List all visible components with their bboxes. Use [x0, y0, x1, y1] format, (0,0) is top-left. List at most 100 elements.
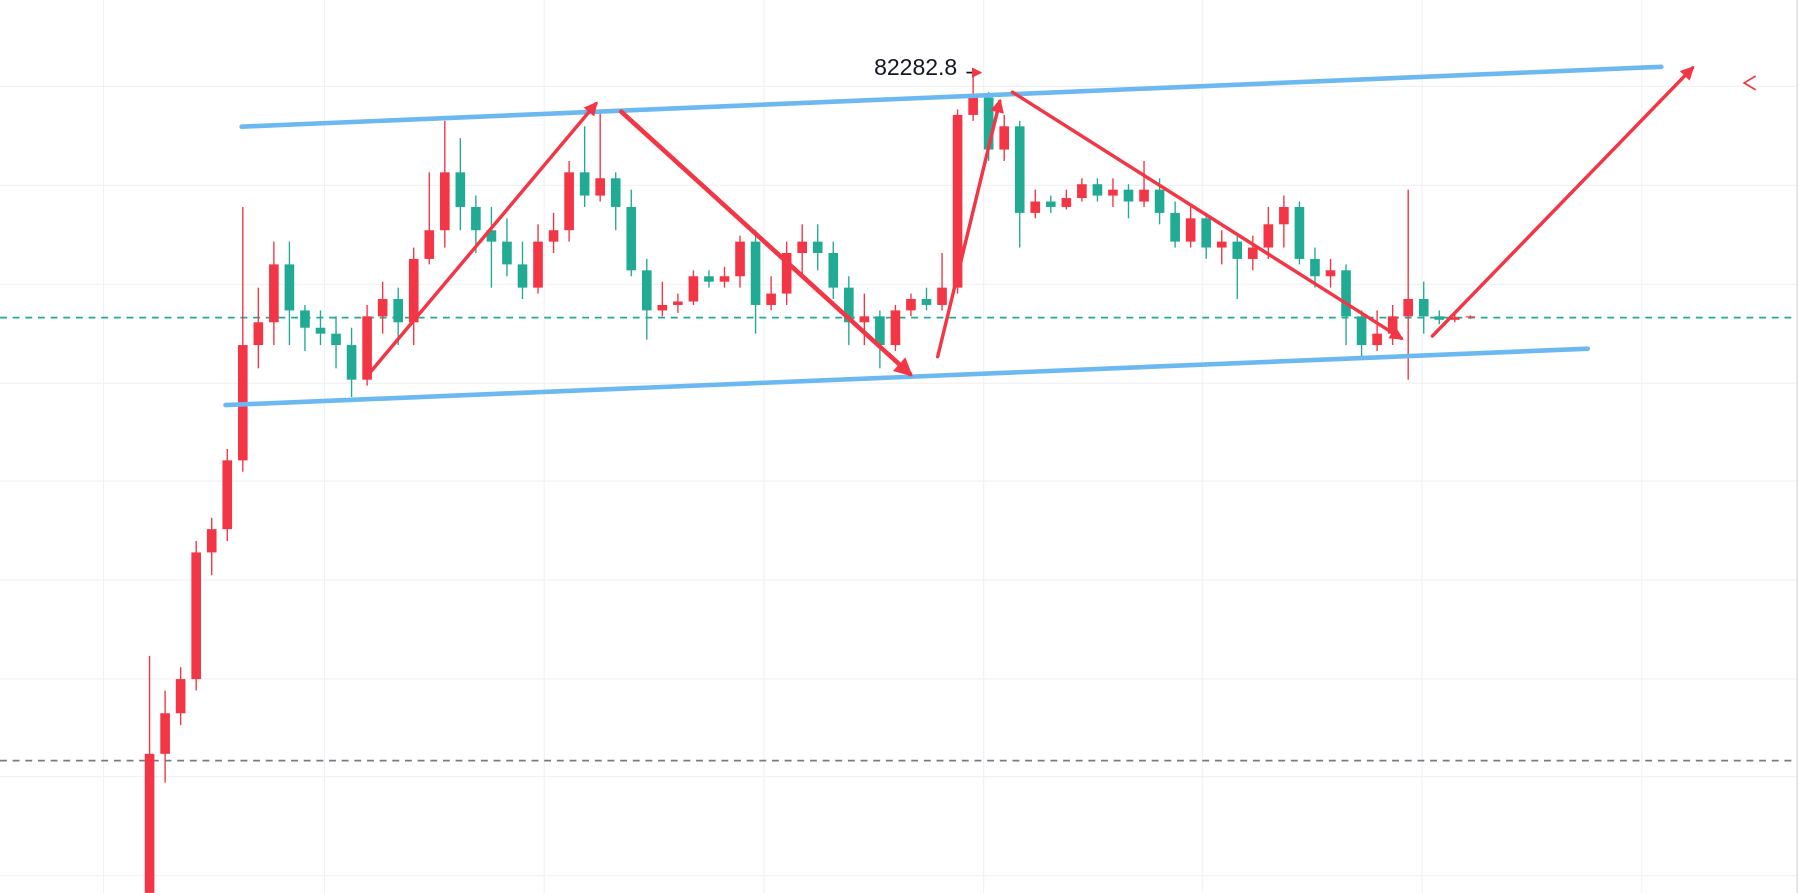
drawings: [223, 64, 1757, 408]
candle-body: [564, 172, 574, 231]
candle-body: [1294, 206, 1305, 259]
candle-body: [1247, 247, 1258, 259]
candle-body: [626, 206, 637, 271]
trend-arrow: [1430, 66, 1695, 338]
candle-body: [253, 322, 264, 346]
candle-body: [875, 316, 885, 346]
trend-arrow: [618, 109, 913, 377]
candle-body: [1232, 241, 1243, 259]
candle-body: [750, 241, 761, 305]
candle-body: [439, 172, 450, 231]
candle-body: [1092, 184, 1103, 196]
candle-body: [890, 310, 901, 346]
candle-body: [999, 126, 1010, 150]
candle-body: [1014, 126, 1025, 213]
candle-body: [408, 258, 419, 323]
candle-body: [1201, 218, 1212, 248]
candle-body: [921, 299, 932, 305]
candle-body: [502, 241, 512, 265]
candle-body: [486, 230, 497, 242]
candle-body: [797, 241, 808, 253]
candle-body: [222, 460, 233, 530]
scroll-marker: [1742, 75, 1757, 91]
candle-body: [1263, 224, 1274, 248]
candle-body: [1372, 333, 1382, 346]
candle-body: [533, 241, 543, 288]
candle-body: [1356, 316, 1367, 346]
candle-body: [1387, 316, 1398, 334]
candle-body: [657, 304, 668, 311]
candle-body: [175, 679, 186, 714]
candle-body: [346, 345, 357, 380]
candle-body: [673, 301, 683, 305]
channel-top: [239, 64, 1664, 129]
candle-body: [1154, 189, 1165, 213]
channel-bottom: [223, 346, 1591, 408]
candle-body: [160, 713, 170, 754]
trend-arrow: [935, 98, 1004, 359]
candle-body: [579, 172, 590, 196]
candle-body: [1216, 241, 1227, 248]
candle-body: [1139, 189, 1149, 202]
trend-arrow: [364, 101, 598, 380]
candle-body: [610, 178, 621, 207]
candle-body: [377, 299, 388, 317]
candle-body: [1434, 316, 1445, 320]
candle-body: [983, 97, 994, 150]
candle-body: [315, 327, 326, 334]
candle-body: [517, 264, 528, 288]
candle-body: [455, 172, 466, 207]
candle-body: [1449, 317, 1460, 320]
candle-body: [766, 293, 776, 305]
candle-body: [1061, 198, 1072, 207]
candle-body: [1341, 270, 1351, 317]
candle-body: [1403, 299, 1414, 317]
candle-body: [1185, 218, 1196, 242]
candle-body: [1170, 212, 1180, 242]
high-annotation: 82282.8: [874, 54, 983, 80]
candle-body: [719, 276, 730, 282]
candle-body: [828, 252, 839, 288]
candle-body: [688, 276, 699, 302]
candle-body: [284, 264, 295, 311]
candle-body: [704, 276, 714, 282]
candle-body: [641, 270, 652, 311]
candle-body: [1418, 299, 1429, 317]
candle-body: [548, 230, 559, 242]
candle-body: [362, 316, 372, 380]
candle-body: [144, 753, 155, 893]
high-label: 82282.8: [874, 54, 957, 80]
candle-body: [471, 206, 481, 231]
candle-body: [300, 310, 310, 328]
candle-body: [781, 252, 792, 294]
candle-body: [1030, 201, 1041, 213]
candle-body: [424, 230, 435, 259]
candle-body: [812, 241, 823, 253]
candles: [144, 72, 1476, 893]
candle-body: [1123, 189, 1134, 202]
candle-body: [206, 529, 217, 553]
candle-body: [735, 241, 745, 277]
candle-body: [1310, 258, 1320, 277]
candle-body: [191, 552, 201, 680]
candle-body: [1077, 184, 1087, 199]
candle-body: [952, 114, 963, 288]
candle-body: [331, 333, 341, 346]
candle-body: [1108, 189, 1118, 196]
candle-body: [1325, 270, 1336, 277]
candle-body: [968, 97, 978, 115]
candle-body: [595, 178, 606, 196]
candle-body: [906, 299, 916, 311]
candle-body: [1279, 206, 1289, 225]
candle-body: [1465, 316, 1476, 318]
candle-body: [859, 316, 870, 323]
candle-body: [269, 264, 279, 323]
candle-body: [393, 299, 404, 323]
candle-body: [843, 287, 854, 323]
candle-body: [937, 287, 947, 305]
trend-arrow: [1010, 90, 1404, 341]
candle-body: [1045, 201, 1056, 207]
